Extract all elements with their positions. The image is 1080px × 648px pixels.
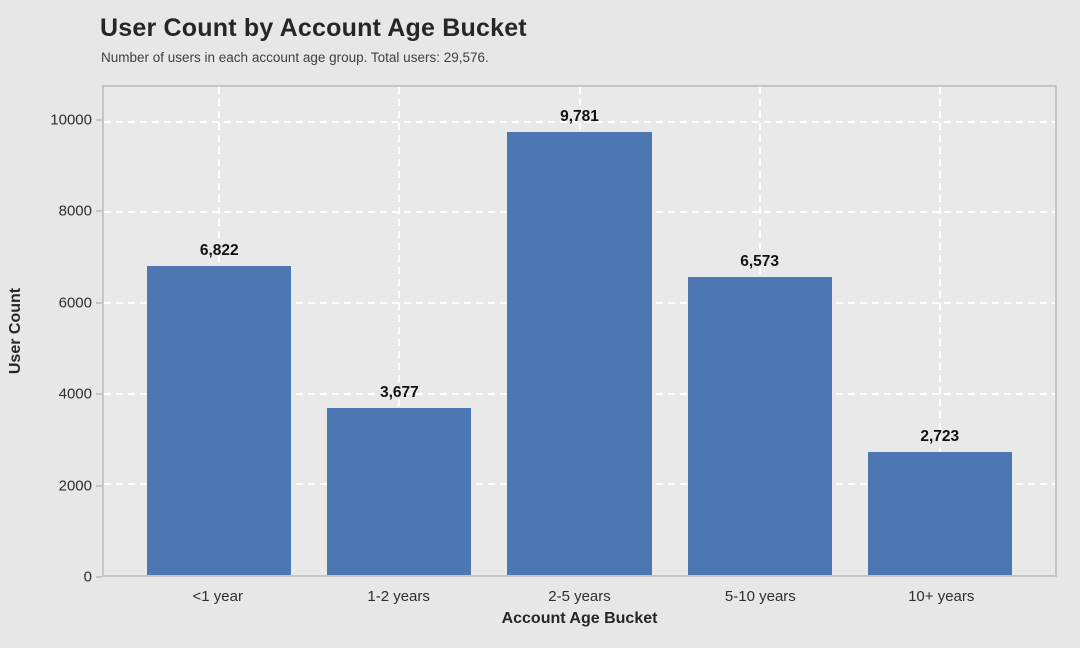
x-tick-label: 10+ years [908, 588, 975, 605]
y-axis-tick-marks [96, 85, 102, 578]
y-tick-label: 8000 [58, 202, 92, 220]
y-tick-mark [96, 484, 102, 487]
y-tick-label: 2000 [58, 477, 92, 495]
y-tick-mark [96, 210, 102, 213]
y-tick-label: 4000 [58, 385, 92, 403]
bar-value-label: 9,781 [560, 107, 599, 125]
vertical-gridline [398, 87, 401, 575]
bar-1-2-years [327, 408, 472, 575]
chart-subtitle: Number of users in each account age grou… [101, 50, 489, 65]
x-axis-tick-labels: <1 year 1-2 years 2-5 years 5-10 years 10+ y… [102, 588, 1057, 608]
bar-layer: 6,822 3,677 9,781 6,573 2,723 [104, 87, 1055, 575]
bar-value-label: 3,677 [379, 384, 419, 402]
bar-5-10-years [687, 277, 832, 575]
y-tick-mark [96, 119, 102, 122]
y-tick-mark [96, 301, 102, 304]
bar--1-year [147, 265, 292, 575]
vertical-gridline [938, 87, 941, 575]
y-tick-label: 10000 [50, 111, 92, 129]
bar-value-label: 6,573 [740, 253, 780, 271]
y-tick-label: 6000 [58, 294, 92, 312]
x-tick-label: 1-2 years [367, 588, 430, 605]
x-tick-label: <1 year [192, 588, 243, 605]
x-axis-title: Account Age Bucket [501, 610, 658, 627]
plot-area: 6,822 3,677 9,781 6,573 2,723 [102, 85, 1057, 577]
bar-10-years [867, 451, 1012, 575]
bar-2-5-years [507, 131, 652, 575]
y-axis-tick-labels: 0 2000 4000 6000 8000 10000 [0, 85, 92, 586]
bar-value-label: 6,822 [199, 241, 239, 259]
y-tick-mark [96, 576, 102, 578]
chart-title: User Count by Account Age Bucket [100, 14, 527, 42]
x-tick-label: 5-10 years [724, 588, 796, 605]
y-tick-mark [96, 393, 102, 396]
y-tick-label: 0 [83, 568, 92, 586]
bar-value-label: 2,723 [920, 427, 960, 445]
x-tick-label: 2-5 years [548, 588, 611, 605]
